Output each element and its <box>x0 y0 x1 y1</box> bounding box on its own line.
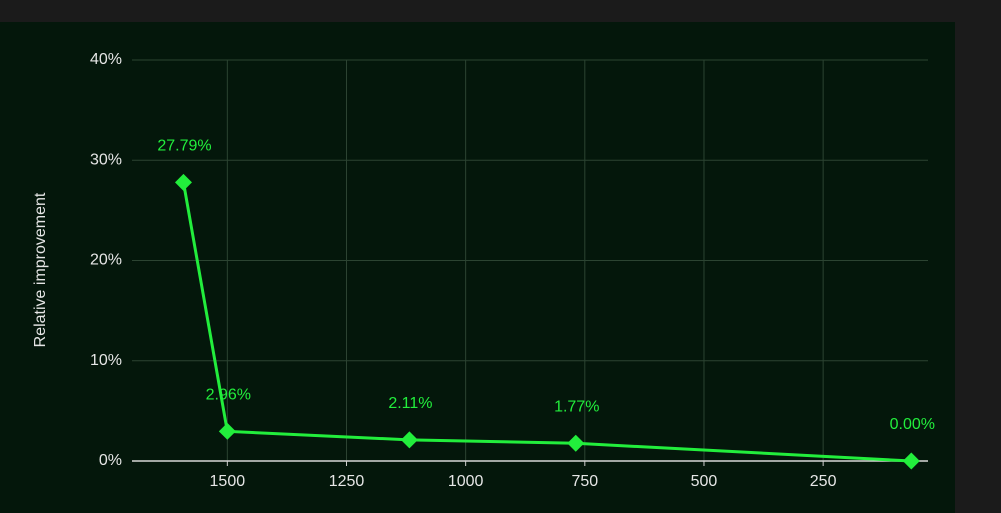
y-tick-label: 40% <box>90 51 122 68</box>
x-tick-label: 500 <box>691 473 718 490</box>
y-tick-label: 20% <box>90 252 122 269</box>
y-tick-label: 30% <box>90 151 122 168</box>
data-label: 27.79% <box>157 138 211 155</box>
data-label: 2.11% <box>388 395 432 412</box>
x-tick-label: 750 <box>571 473 598 490</box>
x-tick-label: 1000 <box>448 473 484 490</box>
x-tick-label: 1500 <box>210 473 246 490</box>
x-tick-label: 250 <box>810 473 837 490</box>
x-tick-label: 1250 <box>329 473 365 490</box>
data-label: 1.77% <box>554 398 599 415</box>
chart-panel <box>0 22 955 513</box>
y-axis-label: Relative improvement <box>32 192 49 347</box>
data-label: 0.00% <box>890 416 935 433</box>
data-point <box>174 173 192 191</box>
data-point <box>400 431 418 449</box>
data-point <box>218 422 236 440</box>
data-point <box>567 434 585 452</box>
data-label: 2.96% <box>206 387 251 404</box>
data-point <box>902 452 920 470</box>
y-tick-label: 0% <box>99 452 122 469</box>
y-tick-label: 10% <box>90 352 122 369</box>
